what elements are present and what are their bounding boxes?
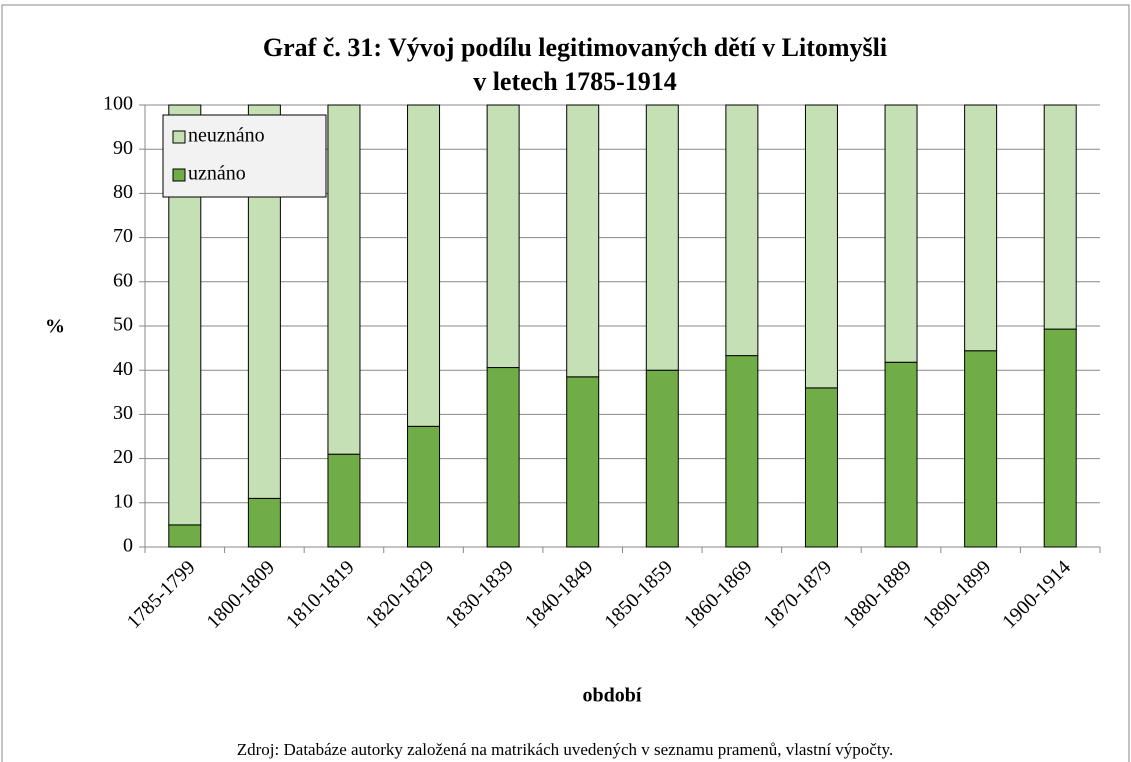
legend-label: neuznáno [188,125,265,147]
bar-segment [884,104,918,363]
x-tick-label: 1880-1889 [839,556,916,633]
x-tick-label: 1810-1819 [282,556,359,633]
bar-segment [725,104,759,357]
x-axis-label: období [583,685,642,707]
bar-segment [247,497,281,548]
chart-title: v letech 1785-1914 [473,67,677,96]
x-tick-label: 1840-1849 [521,556,598,633]
y-tick-label: 60 [113,269,133,291]
bar-segment [884,361,918,548]
y-tick-label: 0 [123,535,133,557]
chart-title: Graf č. 31: Vývoj podílu legitimovaných … [263,33,887,62]
bar-segment [566,104,600,378]
x-tick-label: 1890-1899 [919,556,996,633]
x-tick-label: 1785-1799 [123,556,200,633]
bar-segment [407,104,441,427]
bar-segment [327,104,361,455]
bar-segment [566,376,600,548]
y-tick-label: 90 [113,137,133,159]
legend-label: uznáno [188,163,246,185]
x-tick-label: 1850-1859 [600,556,677,633]
y-tick-label: 20 [113,446,133,468]
y-tick-label: 80 [113,181,133,203]
bar-segment [964,104,998,352]
legend-swatch [172,130,186,144]
x-tick-label: 1900-1914 [998,556,1075,633]
x-tick-label: 1830-1839 [441,556,518,633]
source-note: Zdroj: Databáze autorky založená na matr… [237,740,893,759]
bar-segment [804,387,838,548]
x-tick-label: 1820-1829 [361,556,438,633]
bar-segment [1043,104,1077,330]
y-tick-label: 30 [113,402,133,424]
y-axis-label: % [45,316,65,338]
y-tick-label: 50 [113,314,133,336]
bar-segment [327,453,361,548]
y-tick-label: 70 [113,225,133,247]
bar-segment [1043,328,1077,548]
bar-segment [486,104,520,369]
legend-box [162,114,327,198]
bar-segment [725,355,759,548]
y-tick-label: 10 [113,490,133,512]
bar-segment [168,524,202,548]
frame [1,4,1130,762]
y-tick-label: 40 [113,358,133,380]
bar-segment [407,425,441,548]
y-tick-label: 100 [103,93,133,115]
legend-swatch [172,168,186,182]
bar-segment [804,104,838,389]
bar-segment [486,367,520,548]
x-tick-label: 1800-1809 [202,556,279,633]
x-tick-label: 1870-1879 [759,556,836,633]
bar-segment [645,369,679,548]
x-tick-label: 1860-1869 [680,556,757,633]
bar-segment [645,104,679,371]
bar-segment [964,350,998,548]
